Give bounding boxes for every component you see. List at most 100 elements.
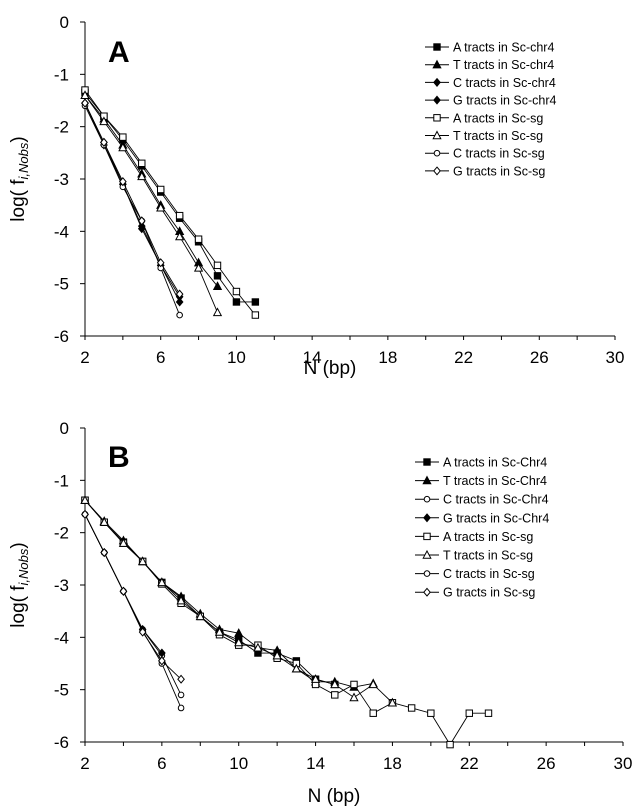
data-point	[251, 311, 260, 319]
legend-label: G tracts in Sc-Chr4	[443, 511, 549, 525]
y-axis-label-main: log( f	[8, 585, 29, 628]
data-point	[80, 90, 90, 99]
data-point	[119, 586, 128, 596]
x-tick-label: 10	[229, 754, 248, 773]
series-line	[84, 514, 163, 654]
data-point	[368, 679, 378, 689]
data-point	[100, 137, 108, 147]
legend-marker	[422, 475, 432, 485]
data-point	[81, 509, 89, 519]
series-line	[84, 499, 489, 746]
data-point	[213, 261, 222, 270]
y-tick-label: 0	[60, 13, 69, 32]
legend-marker	[422, 549, 432, 559]
data-point	[138, 556, 148, 566]
legend-marker	[423, 570, 431, 577]
data-point	[118, 538, 129, 547]
series-t-tracts-in-sc-sg	[80, 90, 223, 317]
y-tick-label: -5	[54, 275, 69, 294]
legend-marker	[423, 495, 431, 503]
x-tick-label: 30	[614, 754, 633, 773]
y-axis-label-main: log( f	[8, 179, 29, 222]
data-point	[446, 740, 454, 749]
data-point	[157, 577, 167, 587]
legend-marker	[423, 532, 431, 541]
data-point	[484, 709, 493, 717]
data-point	[369, 709, 377, 717]
data-point	[138, 627, 147, 637]
data-point	[137, 216, 146, 226]
legend-marker	[433, 95, 441, 105]
data-point	[251, 298, 260, 306]
series-a-tracts-in-sc-chr4	[81, 88, 260, 306]
data-point	[176, 311, 183, 319]
y-tick-label: -4	[54, 628, 69, 647]
y-axis-label-close: )	[8, 542, 29, 548]
x-tick-label: 26	[530, 348, 549, 367]
data-point	[156, 202, 166, 212]
data-point	[232, 298, 241, 306]
series-a-tracts-in-sc-sg	[81, 86, 260, 319]
data-point	[99, 116, 109, 126]
data-point	[176, 595, 186, 605]
data-point	[156, 258, 165, 268]
legend-label: T tracts in Sc-Chr4	[443, 474, 547, 488]
series-line	[84, 92, 256, 303]
data-point	[330, 679, 340, 689]
legend-label: A tracts in Sc-Chr4	[443, 456, 547, 470]
x-tick-label: 10	[227, 348, 246, 367]
legend-marker	[433, 166, 441, 176]
panel-label: A	[108, 36, 130, 69]
series-t-tracts-in-sc-sg	[80, 495, 398, 707]
series-line	[84, 105, 181, 316]
data-point	[213, 272, 222, 280]
data-point	[310, 674, 321, 683]
y-tick-label: -3	[54, 170, 69, 189]
y-axis-label-close: )	[8, 136, 29, 142]
x-tick-label: 26	[537, 754, 556, 773]
y-tick-label: -2	[54, 118, 69, 137]
legend-marker	[432, 130, 442, 140]
x-tick-label: 18	[383, 754, 402, 773]
legend-label: G tracts in Sc-chr4	[453, 94, 557, 108]
data-point	[331, 691, 339, 699]
y-tick-label: -2	[54, 524, 69, 543]
series-line	[84, 499, 393, 704]
data-point	[234, 637, 244, 647]
data-point	[138, 159, 146, 168]
data-point	[119, 133, 127, 141]
legend-label: A tracts in Sc-sg	[453, 111, 543, 125]
series-a-tracts-in-sc-chr4	[81, 496, 339, 689]
x-tick-label: 18	[378, 348, 397, 367]
data-point	[195, 611, 205, 621]
x-axis-label: N (bp)	[308, 786, 361, 807]
data-point	[212, 307, 223, 317]
data-point	[253, 642, 263, 652]
y-tick-label: -1	[54, 65, 69, 84]
series-line	[84, 514, 182, 680]
x-tick-label: 22	[454, 348, 473, 367]
data-point	[212, 281, 223, 290]
data-point	[81, 98, 89, 108]
chart-panel-a: 0-1-2-3-4-5-62 6 10 14 18 22 26 30N (bp)log( fi…	[8, 13, 624, 379]
chart-panel-b: 0-1-2-3-4-5-62 6 10 14 18 22 26 30N (bp)log( fi…	[8, 419, 632, 807]
legend-label: C tracts in Sc-sg	[443, 567, 535, 581]
y-axis-label-subscript: i,Nobs	[16, 548, 31, 585]
series-c-tracts-in-sc-sg	[81, 102, 183, 319]
x-tick-label: 6	[157, 754, 166, 773]
data-point	[137, 171, 147, 181]
legend-marker	[423, 513, 431, 523]
series-line	[84, 514, 182, 696]
legend-label: C tracts in Sc-sg	[453, 147, 545, 161]
data-point	[118, 142, 128, 152]
legend-label: T tracts in Sc-sg	[443, 549, 533, 563]
series-line	[84, 95, 218, 313]
panel-label: B	[108, 441, 130, 474]
legend-label: T tracts in Sc-sg	[453, 129, 543, 143]
legend: A tracts in Sc-Chr4 T tracts in Sc-Chr4 C …	[415, 456, 549, 600]
data-point	[175, 231, 185, 241]
legend-label: T tracts in Sc-chr4	[453, 58, 554, 72]
x-tick-label: 14	[303, 348, 322, 367]
legend-marker	[423, 458, 431, 466]
